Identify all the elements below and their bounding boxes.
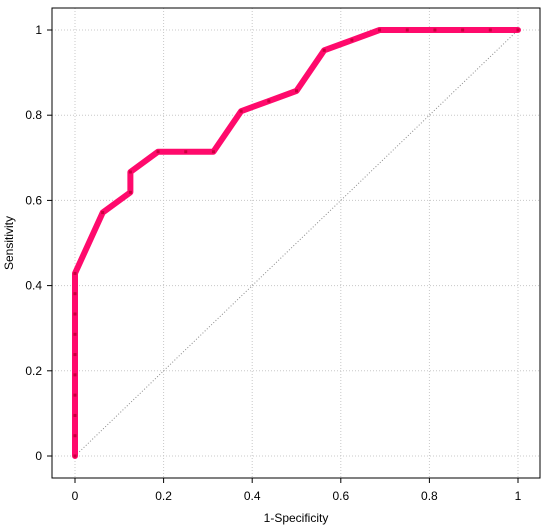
roc-point xyxy=(378,28,382,32)
roc-point xyxy=(128,170,132,174)
roc-point xyxy=(128,190,132,194)
roc-point xyxy=(516,28,520,32)
roc-point xyxy=(461,28,465,32)
x-axis-ticks: 0 0.2 0.4 0.6 0.8 1 xyxy=(72,478,522,503)
y-tick-label: 0.8 xyxy=(25,108,42,122)
roc-point xyxy=(73,292,77,296)
x-tick-label: 0.8 xyxy=(421,489,438,503)
x-axis-title: 1-Specificity xyxy=(264,511,329,525)
roc-point xyxy=(184,150,188,154)
y-axis-title: Sensitivity xyxy=(2,216,16,270)
roc-point xyxy=(73,434,77,438)
roc-point xyxy=(267,99,271,103)
x-tick-label: 0.2 xyxy=(155,489,172,503)
y-tick-label: 0.4 xyxy=(25,279,42,293)
y-tick-label: 0.6 xyxy=(25,193,42,207)
roc-point xyxy=(350,38,354,42)
plot-frame xyxy=(51,7,541,479)
roc-point xyxy=(156,150,160,154)
roc-point xyxy=(73,271,77,275)
y-tick-label: 0 xyxy=(35,449,42,463)
y-tick-label: 0.2 xyxy=(25,364,42,378)
x-tick-label: 1 xyxy=(515,489,522,503)
roc-point xyxy=(73,373,77,377)
roc-point xyxy=(322,48,326,52)
x-tick-label: 0.6 xyxy=(332,489,349,503)
y-axis-ticks: 0 0.2 0.4 0.6 0.8 1 xyxy=(25,23,52,463)
roc-point xyxy=(405,28,409,32)
roc-point xyxy=(73,393,77,397)
roc-point xyxy=(73,312,77,316)
roc-point xyxy=(101,211,105,215)
roc-point xyxy=(239,109,243,113)
roc-point xyxy=(433,28,437,32)
roc-point-markers xyxy=(73,28,520,458)
roc-point xyxy=(73,413,77,417)
roc-point xyxy=(73,353,77,357)
y-tick-label: 1 xyxy=(35,23,42,37)
reference-diagonal-line xyxy=(74,29,519,457)
roc-point xyxy=(488,28,492,32)
roc-point xyxy=(295,89,298,93)
roc-point xyxy=(211,150,215,154)
x-tick-label: 0 xyxy=(72,489,79,503)
roc-point xyxy=(73,332,77,336)
roc-point xyxy=(73,454,77,458)
grid xyxy=(52,8,540,478)
x-tick-label: 0.4 xyxy=(244,489,261,503)
